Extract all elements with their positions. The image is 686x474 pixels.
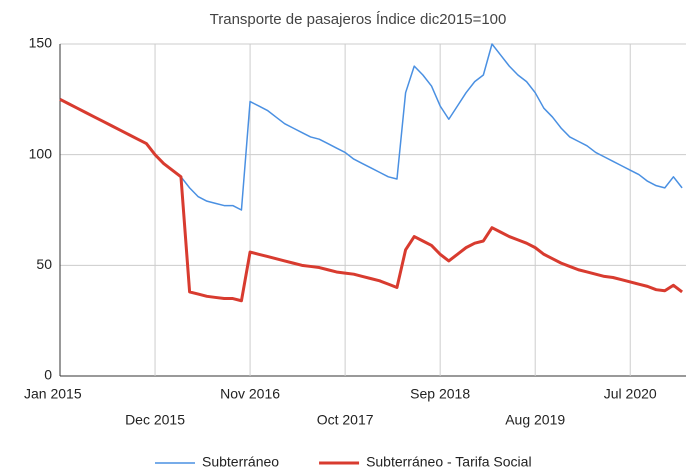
x-tick-label: Jul 2020	[604, 386, 657, 402]
x-tick-label: Nov 2016	[220, 386, 280, 402]
x-tick-label: Jan 2015	[24, 386, 82, 402]
x-tick-label: Oct 2017	[317, 412, 374, 428]
y-tick-label: 50	[36, 256, 52, 272]
legend-label: Subterráneo - Tarifa Social	[366, 454, 532, 470]
series-line	[59, 97, 683, 303]
y-tick-label: 100	[29, 145, 53, 161]
y-tick-label: 0	[44, 367, 52, 383]
legend-label: Subterráneo	[202, 454, 279, 470]
series-line	[59, 43, 683, 211]
x-tick-label: Aug 2019	[505, 412, 565, 428]
y-tick-label: 150	[29, 35, 53, 51]
x-tick-label: Dec 2015	[125, 412, 185, 428]
x-tick-label: Sep 2018	[410, 386, 470, 402]
chart-title: Transporte de pasajeros Índice dic2015=1…	[210, 11, 507, 28]
